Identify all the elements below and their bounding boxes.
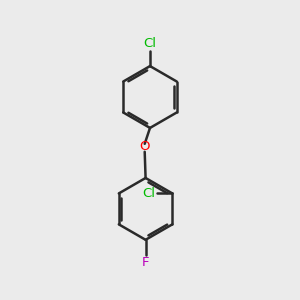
Text: F: F — [142, 256, 149, 269]
Text: O: O — [140, 140, 150, 153]
Text: Cl: Cl — [143, 37, 157, 50]
Text: Cl: Cl — [142, 187, 156, 200]
